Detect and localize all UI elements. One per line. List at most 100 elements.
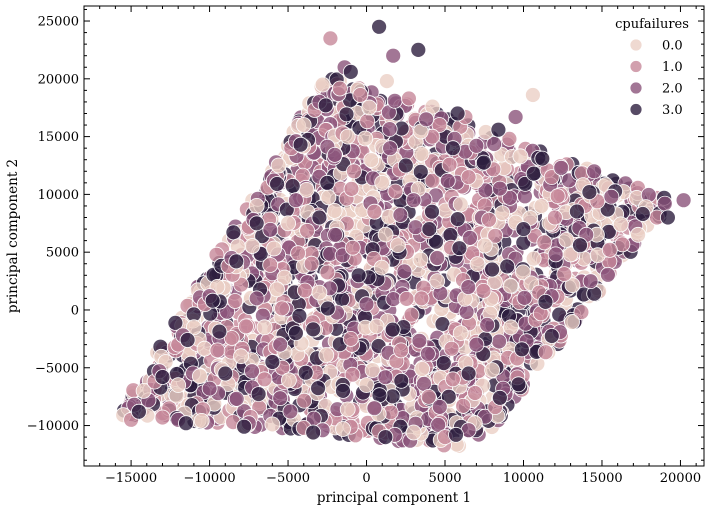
scatter-point-series-2 bbox=[366, 400, 383, 417]
scatter-point bbox=[363, 152, 380, 169]
scatter-point bbox=[361, 99, 378, 116]
scatter-point bbox=[227, 293, 244, 309]
scatter-point-series-0 bbox=[193, 412, 210, 429]
x-tick-label: −15000 bbox=[105, 471, 157, 486]
legend: cpufailures 0.0 1.0 2.0 3.0 bbox=[615, 17, 689, 118]
scatter-point-series-0 bbox=[612, 216, 629, 233]
scatter-point-series-3 bbox=[514, 341, 530, 358]
scatter-point-series-3 bbox=[269, 176, 286, 192]
scatter-point bbox=[403, 306, 420, 323]
scatter-point bbox=[359, 113, 376, 130]
scatter-point bbox=[462, 229, 478, 246]
scatter-point-series-3 bbox=[634, 206, 651, 222]
legend-label: 1.0 bbox=[662, 60, 683, 75]
scatter-point-series-2 bbox=[429, 250, 446, 266]
scatter-point-series-0 bbox=[233, 348, 249, 365]
scatter-point bbox=[282, 403, 299, 420]
scatter-point-series-0 bbox=[389, 237, 406, 254]
scatter-point bbox=[386, 92, 403, 109]
scatter-point bbox=[412, 163, 429, 180]
scatter-point-series-1 bbox=[547, 209, 563, 226]
scatter-point-series-0 bbox=[270, 157, 287, 174]
scatter-point-series-3 bbox=[491, 389, 508, 406]
scatter-point-series-3 bbox=[178, 415, 194, 432]
scatter-point bbox=[439, 172, 456, 189]
scatter-point-series-0 bbox=[264, 416, 281, 433]
scatter-point bbox=[296, 282, 313, 299]
scatter-point bbox=[280, 372, 297, 389]
scatter-point bbox=[228, 390, 245, 407]
scatter-point-series-3 bbox=[537, 293, 554, 310]
scatter-point bbox=[387, 183, 404, 200]
y-tick-label: 25000 bbox=[38, 15, 79, 30]
scatter-point-series-3 bbox=[581, 184, 598, 201]
scatter-point-series-0 bbox=[429, 273, 446, 290]
scatter-point-series-2 bbox=[675, 192, 692, 209]
scatter-point bbox=[385, 291, 402, 308]
scatter-point-series-3 bbox=[236, 418, 253, 435]
scatter-point bbox=[344, 366, 361, 383]
scatter-point-series-2 bbox=[507, 109, 524, 125]
scatter-point-series-2 bbox=[603, 188, 620, 205]
scatter-point bbox=[167, 314, 184, 331]
scatter-point-series-0 bbox=[405, 424, 422, 441]
scatter-point bbox=[428, 233, 444, 250]
scatter-point-series-2 bbox=[418, 111, 435, 128]
scatter-point-series-3 bbox=[335, 382, 351, 399]
scatter-point-series-1 bbox=[352, 87, 369, 103]
scatter-point bbox=[297, 364, 314, 381]
scatter-point-series-0 bbox=[335, 421, 351, 437]
scatter-point-series-2 bbox=[201, 380, 218, 397]
scatter-point bbox=[368, 318, 385, 335]
scatter-point-series-0 bbox=[311, 284, 328, 301]
scatter-point-series-3 bbox=[515, 221, 532, 238]
scatter-point bbox=[392, 207, 409, 223]
scatter-point bbox=[412, 251, 429, 268]
scatter-point-series-1 bbox=[366, 203, 383, 220]
scatter-point-series-0 bbox=[630, 226, 646, 243]
scatter-point bbox=[290, 245, 307, 262]
scatter-point-series-3 bbox=[449, 105, 466, 122]
scatter-point bbox=[384, 321, 401, 338]
legend-label: 0.0 bbox=[662, 39, 683, 54]
scatter-point bbox=[396, 263, 413, 280]
scatter-point-series-3 bbox=[292, 136, 309, 153]
scatter-point-series-2 bbox=[405, 192, 422, 209]
scatter-point bbox=[244, 238, 261, 254]
scatter-point bbox=[424, 203, 440, 220]
scatter-point bbox=[334, 291, 351, 308]
scatter-point-series-0 bbox=[170, 377, 187, 394]
scatter-point-series-0 bbox=[358, 377, 375, 394]
scatter-point bbox=[377, 226, 394, 243]
scatter-point bbox=[476, 237, 493, 254]
scatter-point-series-2 bbox=[491, 180, 508, 197]
scatter-point-series-3 bbox=[371, 18, 388, 35]
legend-marker bbox=[629, 60, 643, 73]
scatter-point-series-2 bbox=[385, 47, 402, 64]
scatter-point bbox=[443, 340, 460, 357]
scatter-point-series-3 bbox=[154, 369, 171, 385]
scatter-point bbox=[573, 304, 590, 321]
scatter-point-series-0 bbox=[378, 73, 395, 89]
scatter-point bbox=[441, 156, 458, 173]
scatter-point bbox=[319, 264, 336, 281]
scatter-point bbox=[582, 273, 599, 290]
scatter-point bbox=[487, 227, 504, 244]
scatter-point bbox=[549, 188, 566, 205]
scatter-point bbox=[339, 401, 356, 418]
scatter-point bbox=[414, 361, 431, 377]
scatter-point bbox=[564, 277, 581, 294]
legend-label: 3.0 bbox=[662, 103, 683, 118]
scatter-point bbox=[262, 257, 279, 273]
scatter-points bbox=[115, 18, 692, 454]
scatter-point-series-3 bbox=[287, 325, 304, 342]
y-tick-label: 5000 bbox=[46, 246, 79, 261]
scatter-point-series-3 bbox=[572, 237, 588, 254]
x-axis-label: principal component 1 bbox=[317, 490, 471, 506]
scatter-point bbox=[338, 106, 355, 123]
scatter-point-series-3 bbox=[228, 253, 245, 270]
scatter-point bbox=[411, 332, 428, 349]
scatter-point bbox=[558, 231, 575, 248]
x-tick-label: 15000 bbox=[581, 471, 622, 486]
